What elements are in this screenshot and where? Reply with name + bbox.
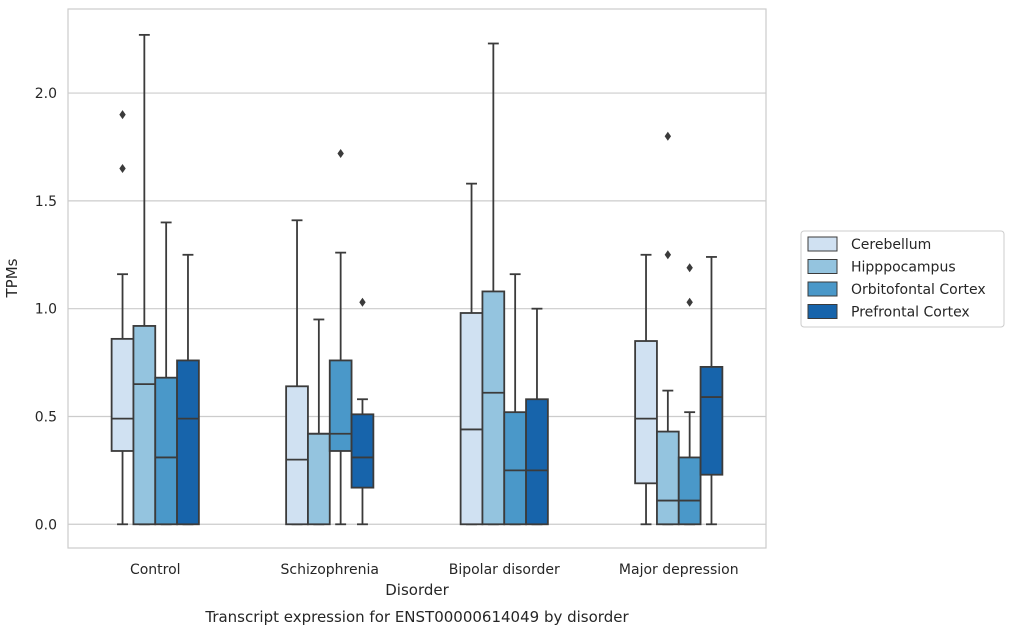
box-body [525, 398, 549, 526]
box-body [459, 312, 484, 526]
x-tick-label: Bipolar disorder [449, 562, 560, 578]
x-tick-label: Schizophrenia [281, 562, 379, 578]
x-tick-label: Control [130, 562, 181, 578]
legend-swatch [807, 236, 838, 252]
outlier-point [119, 164, 126, 174]
box-3-1 [350, 297, 375, 526]
box-body [328, 359, 353, 452]
legend-label: Cerebellum [851, 237, 931, 253]
outlier-point [686, 297, 693, 307]
box-2-3 [677, 263, 702, 526]
box-body [503, 411, 527, 526]
outlier-point [664, 131, 672, 141]
box-body [350, 413, 375, 489]
box-body [677, 456, 702, 526]
box-1-1 [307, 318, 331, 526]
box-body [699, 365, 724, 476]
legend: Cerebellum Hipppocampus Orbitofontal Corte… [800, 230, 1005, 328]
box-3-0 [176, 253, 200, 526]
outlier-point [359, 297, 366, 307]
box-body [176, 359, 200, 526]
chart-caption: Transcript expression for ENST0000061404… [204, 608, 629, 626]
x-axis-ticks: Control Schizophrenia Bipolar disorder Majo… [130, 562, 739, 578]
box-0-3 [634, 253, 658, 526]
box-body [154, 376, 178, 526]
boxes-layer [110, 33, 724, 526]
box-1-3 [656, 131, 680, 526]
box-body [132, 325, 157, 526]
outlier-point [337, 148, 344, 158]
box-1-2 [481, 42, 506, 526]
legend-frame [800, 230, 1005, 328]
x-axis-title: Disorder [385, 581, 449, 599]
box-body [481, 290, 506, 526]
box-body [285, 385, 309, 526]
legend-swatch [807, 259, 838, 274]
y-tick-label: 2.0 [35, 86, 57, 102]
y-axis-title: TPMs [3, 258, 21, 298]
box-3-2 [525, 307, 549, 526]
box-body [634, 340, 658, 485]
plot-area-frame [67, 8, 767, 549]
box-body [656, 430, 680, 526]
box-body [307, 432, 331, 526]
legend-label: Prefrontal Cortex [851, 305, 970, 321]
box-3-3 [699, 256, 724, 526]
outlier-point [686, 263, 693, 273]
box-0-1 [285, 219, 309, 526]
legend-label: Hipppocampus [851, 260, 956, 276]
y-tick-label: 0.5 [35, 409, 57, 425]
box-0-0 [110, 110, 135, 526]
box-2-2 [503, 273, 527, 526]
box-2-0 [154, 221, 178, 526]
outlier-point [664, 250, 672, 260]
y-tick-label: 0.0 [35, 517, 57, 533]
outlier-point [119, 110, 126, 120]
legend-swatch [807, 304, 838, 319]
box-1-0 [132, 33, 157, 526]
box-2-1 [328, 148, 353, 526]
box-body [110, 337, 135, 452]
y-axis-ticks: 0.0 0.5 1.0 1.5 2.0 [35, 86, 57, 533]
x-tick-label: Major depression [619, 562, 739, 578]
y-tick-label: 1.5 [35, 194, 57, 210]
legend-swatch [807, 281, 838, 297]
box-0-2 [459, 182, 484, 526]
legend-label: Orbitofontal Cortex [851, 282, 986, 298]
y-tick-label: 1.0 [35, 302, 57, 318]
